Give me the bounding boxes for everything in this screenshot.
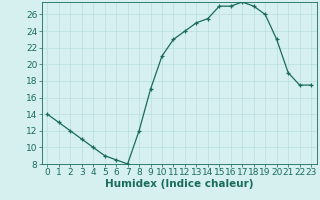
X-axis label: Humidex (Indice chaleur): Humidex (Indice chaleur) [105,179,253,189]
